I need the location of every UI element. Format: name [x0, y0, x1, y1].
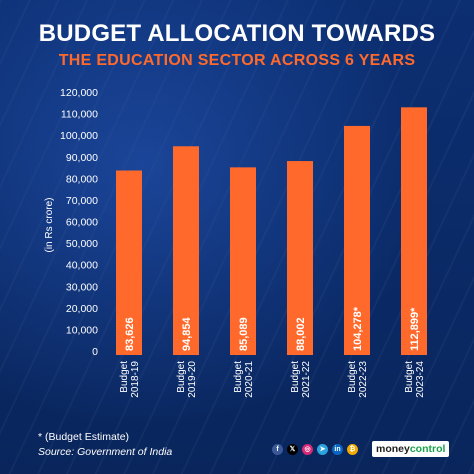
- y-tick-label: 110,000: [61, 109, 98, 121]
- facebook-icon[interactable]: f: [272, 444, 283, 455]
- y-tick-label: 20,000: [66, 303, 98, 315]
- bar-value-label: 88,002: [295, 317, 307, 351]
- bar: [173, 146, 199, 355]
- social-icons: f 𝕏 ◎ ➤ in ₿: [272, 444, 358, 455]
- source-note: Source: Government of India: [38, 446, 173, 458]
- y-axis-label: (in Rs crore): [44, 197, 55, 252]
- y-tick-label: 100,000: [60, 130, 98, 142]
- x-icon[interactable]: 𝕏: [287, 444, 298, 455]
- linkedin-icon[interactable]: in: [332, 444, 343, 455]
- x-tick-label: Budget2020-21: [233, 361, 255, 398]
- y-tick-label: 120,000: [60, 87, 98, 99]
- footnote: * (Budget Estimate): [38, 431, 130, 443]
- bar: [116, 170, 142, 355]
- telegram-icon[interactable]: ➤: [317, 444, 328, 455]
- moneycontrol-logo: moneycontrol: [372, 441, 450, 457]
- bitcoin-icon[interactable]: ₿: [347, 444, 358, 455]
- instagram-icon[interactable]: ◎: [302, 444, 313, 455]
- bar-value-label: 94,854: [181, 316, 193, 351]
- y-tick-label: 80,000: [66, 173, 98, 185]
- y-tick-label: 0: [92, 346, 98, 358]
- chart-title: BUDGET ALLOCATION TOWARDS: [38, 20, 436, 47]
- bar-value-label: 83,626: [124, 317, 136, 351]
- bar-value-label: 85,089: [238, 317, 250, 351]
- chart-subtitle: THE EDUCATION SECTOR ACROSS 6 YEARS: [58, 52, 416, 69]
- y-axis-ticks: 0 10,000 20,000 30,000 40,000 50,000 60,000 70,…: [60, 87, 98, 358]
- x-tick-label: Budget2018-19: [119, 361, 141, 398]
- bar: [230, 167, 256, 355]
- bar-value-label: 112,899*: [409, 307, 421, 351]
- y-tick-label: 50,000: [66, 238, 98, 250]
- bar: [344, 125, 370, 355]
- x-tick-label: Budget2019-20: [176, 361, 198, 398]
- x-tick-label: Budget2022-23: [347, 361, 369, 398]
- x-tick-label: Budget2021-22: [290, 361, 312, 398]
- y-tick-label: 30,000: [66, 281, 98, 293]
- bars: 83,626 94,854 85,089 88,002 104,278* 112,899*: [116, 107, 427, 355]
- bar: [287, 161, 313, 355]
- y-tick-label: 60,000: [66, 217, 98, 229]
- y-tick-label: 40,000: [66, 260, 98, 272]
- y-tick-label: 10,000: [66, 324, 98, 336]
- x-axis-labels: Budget2018-19 Budget2019-20 Budget2020-21 B…: [119, 361, 426, 398]
- bar-value-label: 104,278*: [352, 306, 364, 351]
- x-tick-label: Budget2023-24: [404, 361, 426, 398]
- bar: [401, 107, 427, 355]
- y-tick-label: 70,000: [66, 195, 98, 207]
- y-tick-label: 90,000: [66, 152, 98, 164]
